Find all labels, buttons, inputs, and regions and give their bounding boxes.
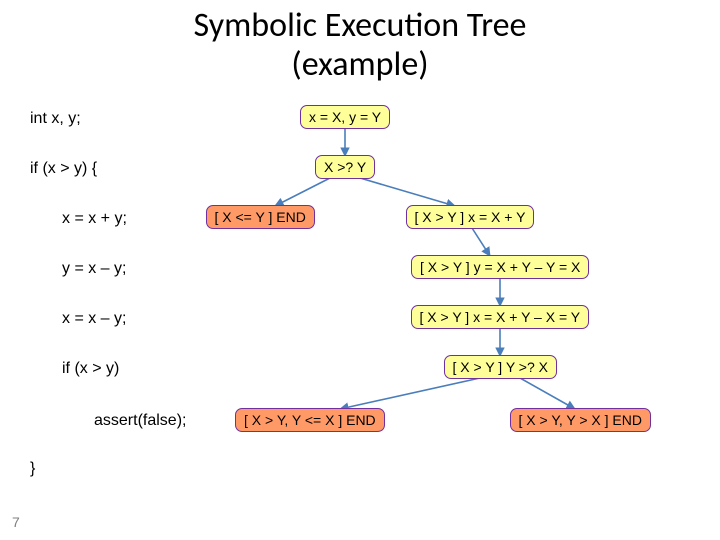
title-line-2: (example) [291, 44, 428, 85]
code-line-l2: if (x > y) { [30, 160, 97, 178]
code-line-l7: assert(false); [94, 412, 186, 430]
tree-node-n9: [ X > Y, Y > X ] END [510, 408, 651, 433]
edge-6 [340, 378, 480, 409]
tree-node-n3: [ X <= Y ] END [206, 205, 315, 230]
tree-node-n2: X >? Y [315, 155, 375, 180]
code-line-l8: } [30, 460, 35, 478]
edge-3 [472, 228, 490, 256]
edge-2 [360, 178, 455, 206]
title-line-1: Symbolic Execution Tree [194, 5, 527, 46]
code-line-l1: int x, y; [30, 110, 81, 128]
code-line-l3: x = x + y; [62, 210, 127, 228]
tree-node-n5: [ X > Y ] y = X + Y – Y = X [411, 255, 589, 280]
slide: Symbolic Execution Tree (example) int x,… [0, 0, 720, 540]
slide-title: Symbolic Execution Tree (example) [0, 6, 720, 84]
tree-node-n1: x = X, y = Y [300, 105, 390, 130]
tree-node-n8: [ X > Y, Y <= X ] END [235, 408, 385, 433]
code-line-l5: x = x – y; [62, 310, 126, 328]
tree-node-n6: [ X > Y ] x = X + Y – X = Y [411, 305, 590, 330]
edge-7 [520, 378, 575, 409]
tree-node-n7: [ X > Y ] Y >? X [444, 355, 557, 380]
edge-1 [275, 178, 330, 206]
slide-number: 7 [12, 514, 20, 530]
code-line-l4: y = x – y; [62, 260, 126, 278]
tree-node-n4: [ X > Y ] x = X + Y [406, 205, 535, 230]
code-line-l6: if (x > y) [62, 360, 119, 378]
